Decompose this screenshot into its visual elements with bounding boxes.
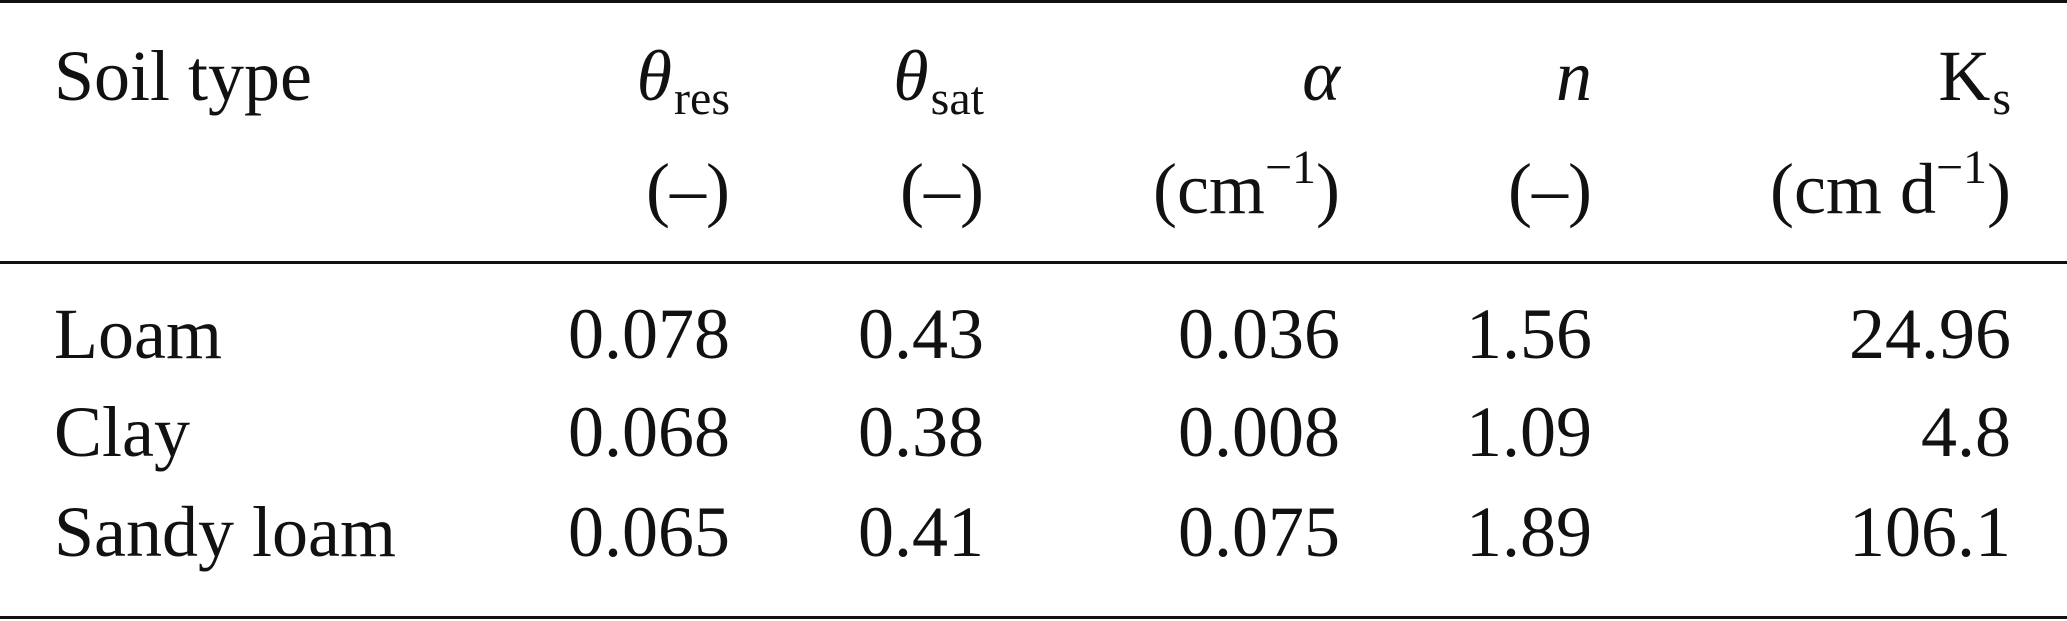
theta-sat-subscript: sat <box>930 72 984 125</box>
cell-theta-sat: 0.38 <box>858 392 984 472</box>
header-n: n <box>1556 40 1592 112</box>
cell-theta-sat: 0.41 <box>858 492 984 572</box>
header-soil-type: Soil type <box>54 36 313 116</box>
unit-alpha-close: ) <box>1316 149 1340 229</box>
cell-n: 1.56 <box>1466 294 1592 374</box>
theta-sat-symbol: θ <box>893 36 929 116</box>
cell-ks: 24.96 <box>1849 294 2011 374</box>
row-soil-name: Loam <box>54 294 222 374</box>
table-bottom-rule <box>0 616 2067 619</box>
unit-ks: (cm d−1) <box>1770 144 2011 226</box>
row-soil-name: Clay <box>54 392 190 472</box>
cell-ks: 4.8 <box>1921 392 2011 472</box>
cell-ks: 106.1 <box>1849 492 2011 572</box>
table-top-rule <box>0 0 2067 3</box>
cell-theta-sat: 0.43 <box>858 294 984 374</box>
cell-theta-res: 0.065 <box>568 492 730 572</box>
theta-res-symbol: θ <box>636 36 673 116</box>
header-ks: Ks <box>1938 40 2011 123</box>
header-alpha: α <box>1302 40 1340 112</box>
header-theta-res: θres <box>637 40 730 123</box>
cell-n: 1.89 <box>1466 492 1592 572</box>
header-theta-sat: θsat <box>893 40 984 123</box>
unit-alpha-exponent: −1 <box>1264 141 1317 194</box>
unit-theta-sat: (–) <box>900 149 984 229</box>
cell-alpha: 0.008 <box>1178 392 1340 472</box>
ks-subscript: s <box>1992 72 2011 125</box>
row-soil-name: Sandy loam <box>54 492 396 572</box>
unit-ks-exponent: −1 <box>1935 141 1988 194</box>
cell-alpha: 0.036 <box>1178 294 1340 374</box>
alpha-symbol: α <box>1302 36 1340 116</box>
unit-theta-res: (–) <box>646 149 730 229</box>
unit-n: (–) <box>1508 149 1592 229</box>
unit-alpha-base: (cm <box>1153 149 1265 229</box>
n-symbol: n <box>1556 36 1592 116</box>
cell-alpha: 0.075 <box>1178 492 1340 572</box>
cell-n: 1.09 <box>1466 392 1592 472</box>
table-header-rule <box>0 261 2067 264</box>
unit-ks-base: (cm d <box>1770 149 1936 229</box>
unit-ks-close: ) <box>1987 149 2011 229</box>
cell-theta-res: 0.068 <box>568 392 730 472</box>
cell-theta-res: 0.078 <box>568 294 730 374</box>
ks-symbol: K <box>1938 36 1991 116</box>
theta-res-subscript: res <box>674 72 730 125</box>
unit-alpha: (cm−1) <box>1153 144 1340 226</box>
